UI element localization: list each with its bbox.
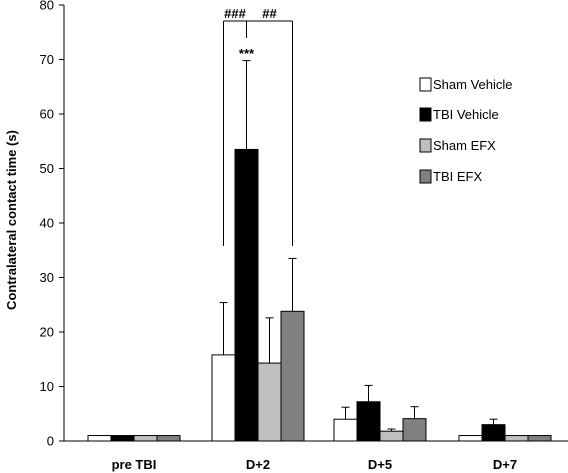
legend-swatch: [419, 169, 432, 184]
x-tick-label: D+5: [368, 457, 392, 472]
bar: [527, 435, 552, 442]
x-tick-label: pre TBI: [112, 457, 157, 472]
y-tick-label: 50: [40, 161, 54, 176]
x-tick-label: D+2: [246, 457, 270, 472]
legend-swatch: [419, 77, 432, 92]
legend-label: TBI EFX: [433, 169, 482, 184]
bar: [504, 435, 529, 442]
bar: [156, 435, 181, 442]
y-tick-label: 40: [40, 216, 54, 231]
error-bars: [219, 60, 498, 432]
bar: [87, 435, 112, 442]
bar: [356, 401, 381, 442]
y-tick-label: 60: [40, 107, 54, 122]
x-tick-label: D+7: [493, 457, 517, 472]
y-tick-label: 70: [40, 52, 54, 67]
y-axis-title: Contralateral contact time (s): [4, 130, 19, 310]
hash-annotation-right: ##: [262, 6, 277, 21]
legend-label: Sham Vehicle: [433, 77, 513, 92]
legend-item: TBI EFX: [419, 169, 482, 184]
legend: Sham Vehicle TBI Vehicle Sham EFX TBI EFX: [419, 77, 513, 184]
bar: [110, 435, 135, 442]
legend-item: TBI Vehicle: [419, 107, 499, 122]
bar: [458, 435, 483, 442]
y-tick-label: 30: [40, 270, 54, 285]
y-tick-label: 20: [40, 325, 54, 340]
y-tick-label: 80: [40, 0, 54, 13]
bar: [211, 354, 236, 442]
y-tick-label: 0: [47, 434, 54, 449]
legend-item: Sham EFX: [419, 138, 496, 153]
bar: [481, 424, 506, 442]
y-axis: 0 10 20 30 40 50 60 70 80: [40, 0, 65, 449]
legend-label: TBI Vehicle: [433, 107, 499, 122]
annotations: ### ##***: [223, 6, 293, 246]
legend-swatch: [419, 107, 432, 122]
bar: [333, 418, 358, 442]
bar: [257, 362, 282, 442]
legend-label: Sham EFX: [433, 138, 496, 153]
bar: [379, 430, 404, 442]
hash-annotation-left: ###: [224, 6, 246, 21]
y-tick-label: 10: [40, 379, 54, 394]
bar: [133, 435, 158, 442]
bars: [87, 148, 552, 442]
legend-swatch: [419, 138, 432, 153]
bar: [234, 148, 259, 442]
legend-item: Sham Vehicle: [419, 77, 513, 92]
bar: [402, 418, 427, 442]
significance-stars: ***: [239, 46, 255, 61]
bar: [280, 310, 305, 442]
x-axis: pre TBI D+2 D+5 D+7: [64, 440, 568, 472]
